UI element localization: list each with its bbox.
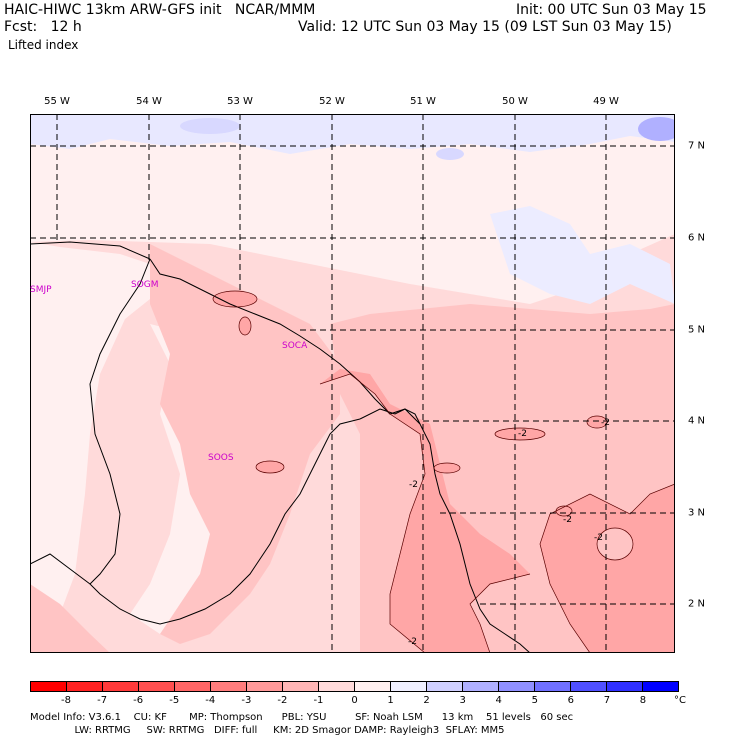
colorbar-tick-label: 7: [603, 695, 611, 706]
contour-label: -2: [601, 418, 610, 428]
field-minus-two-small-4: [495, 428, 545, 440]
colorbar-swatch: [103, 682, 139, 691]
lon-label-55w: 55 W: [44, 96, 70, 107]
lon-label-50w: 50 W: [502, 96, 528, 107]
border-suriname-french-guiana: [89, 258, 361, 625]
field-name: Lifted index: [8, 38, 79, 52]
field-minus-one-south: [30, 584, 110, 653]
border-oyapock: [359, 408, 421, 425]
colorbar-tick-label: 2: [423, 695, 430, 706]
lon-label-53w: 53 W: [227, 96, 253, 107]
field-positive-blob: [638, 117, 675, 141]
init-time: Init: 00 UTC Sun 03 May 15: [516, 2, 707, 18]
colorbar-tick-label: 6: [567, 695, 575, 706]
station-smjp: SMJP: [30, 285, 52, 295]
lon-label-52w: 52 W: [319, 96, 345, 107]
field-minus-two-small-3: [434, 463, 460, 473]
colorbar-tick-label: 4: [495, 695, 502, 706]
valid-time: Valid: 12 UTC Sun 03 May 15 (09 LST Sun …: [298, 19, 672, 35]
colorbar-tick-label: 1: [387, 695, 394, 706]
coastline: [149, 258, 531, 653]
border-west: [30, 553, 91, 585]
lat-label-2n: 2 N: [688, 598, 706, 610]
model-info-line-2: LW: RRTMG SW: RRTMG DIFF: full KM: 2D Sm…: [30, 725, 505, 736]
forecast-hour: Fcst: 12 h: [4, 19, 82, 35]
colorbar-swatch: [391, 682, 427, 691]
colorbar-tick-label: 3: [459, 695, 466, 706]
colorbar-tick-label: 5: [531, 695, 538, 706]
colorbar-swatch: [607, 682, 643, 691]
contour-label: -2: [518, 429, 527, 439]
lat-label-4n: 4 N: [688, 415, 706, 427]
lon-label-54w: 54 W: [136, 96, 162, 107]
lat-label-7n: 7 N: [688, 140, 706, 152]
colorbar-swatch: [67, 682, 103, 691]
colorbar-swatch: [247, 682, 283, 691]
field-minus-one-interior: [150, 244, 340, 644]
colorbar-tick-label: -8: [61, 695, 72, 706]
graticule: [30, 114, 675, 653]
field-minus-two-small-5: [587, 416, 607, 428]
station-soca: SOCA: [282, 341, 308, 351]
colorbar-tick-label: -2: [277, 695, 288, 706]
colorbar-tick-label: -5: [169, 695, 180, 706]
colorbar-tick-label: 0: [351, 695, 358, 706]
colorbar-swatch: [643, 682, 678, 691]
field-positive-blob-2: [180, 118, 240, 134]
colorbar-swatch: [283, 682, 319, 691]
lon-label-51w: 51 W: [410, 96, 436, 107]
colorbar-swatch: [139, 682, 175, 691]
field-minus-two-coast: [213, 291, 257, 307]
colorbar-tick-label: -7: [97, 695, 108, 706]
contour-label: -2: [563, 515, 572, 525]
colorbar-swatch: [319, 682, 355, 691]
station-sogm: SOGM: [131, 280, 159, 290]
contour-label: -2: [594, 533, 603, 543]
field-positive-blob-3: [436, 148, 464, 160]
minus-two-contours: [212, 290, 675, 653]
colorbar-tick-label: -4: [205, 695, 216, 706]
contour-label: -2: [409, 480, 418, 490]
lat-label-6n: 6 N: [688, 232, 706, 244]
colorbar-swatch: [499, 682, 535, 691]
lat-label-3n: 3 N: [688, 507, 706, 519]
colorbar-swatch: [571, 682, 607, 691]
border-north-guyana: [30, 241, 151, 260]
colorbar: [30, 681, 679, 692]
map-frame: [30, 114, 675, 653]
lat-label-5n: 5 N: [688, 324, 706, 336]
colorbar-swatch: [427, 682, 463, 691]
lon-label-49w: 49 W: [593, 96, 619, 107]
colorbar-swatch: [535, 682, 571, 691]
colorbar-swatch: [175, 682, 211, 691]
colorbar-swatch: [463, 682, 499, 691]
field-minus-two-small-1: [239, 317, 251, 335]
colorbar-swatch: [355, 682, 391, 691]
field-positive-east: [490, 206, 675, 304]
model-title: HAIC-HIWC 13km ARW-GFS init NCAR/MMM: [4, 2, 316, 18]
lifted-index-map: [30, 114, 675, 653]
colorbar-tick-label: -6: [133, 695, 144, 706]
model-info-line-1: Model Info: V3.6.1 CU: KF MP: Thompson P…: [30, 712, 574, 723]
field-minus-two-small-2: [256, 461, 284, 473]
colorbar-tick-label: -3: [241, 695, 252, 706]
field-minus-two-river: [320, 369, 530, 653]
colorbar-swatch: [31, 682, 67, 691]
contour-label: -2: [408, 637, 417, 647]
colorbar-swatch: [211, 682, 247, 691]
colorbar-unit: °C: [674, 695, 686, 706]
field-near-zero-land: [30, 242, 150, 634]
field-minus-two-east: [540, 484, 675, 653]
colorbar-tick-label: 8: [639, 695, 647, 706]
station-soos: SOOS: [208, 453, 234, 463]
colorbar-tick-label: -1: [313, 695, 324, 706]
